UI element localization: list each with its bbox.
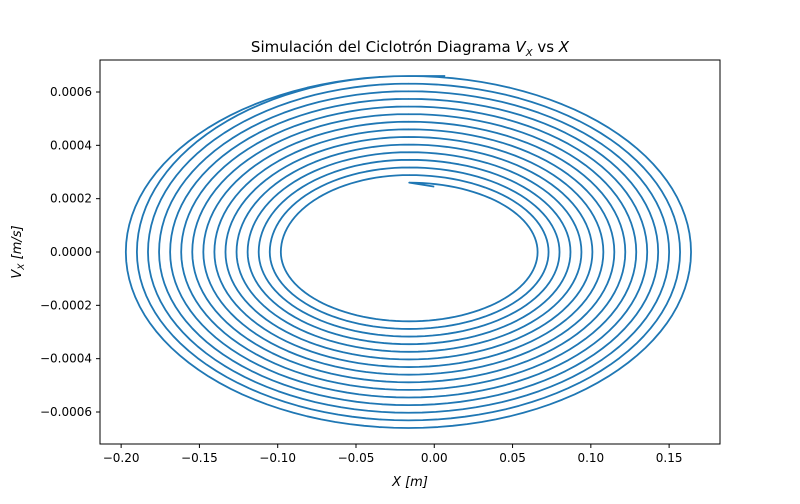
x-tick-label: 0.15 [656,451,683,465]
y-axis: −0.0006 −0.0004 −0.0002 0.0000 0.0002 0.0004 0… [40,85,100,419]
x-tick-label: 0.00 [421,451,448,465]
y-tick-label: −0.0004 [40,352,92,366]
y-tick-label: 0.0006 [50,85,92,99]
plot-area [99,59,721,445]
y-tick-label: −0.0002 [40,298,92,312]
x-tick-label: 0.10 [577,451,604,465]
y-tick-label: 0.0004 [50,138,92,152]
series-line [124,75,692,429]
y-tick-label: −0.0006 [40,405,92,419]
y-axis-label: VX [m/s] [10,225,27,278]
x-tick-label: 0.05 [499,451,526,465]
chart-title: Simulación del Ciclotrón Diagrama VX vs … [251,38,570,59]
x-tick-label: −0.05 [338,451,375,465]
x-tick-label: −0.10 [259,451,296,465]
x-tick-label: −0.15 [181,451,218,465]
x-axis: −0.20 −0.15 −0.10 −0.05 0.00 0.05 0.10 0.15 [103,444,683,465]
y-tick-label: 0.0002 [50,192,92,206]
x-axis-label: X [m] [391,475,428,490]
y-tick-label: 0.0000 [50,245,92,259]
x-tick-label: −0.20 [103,451,140,465]
